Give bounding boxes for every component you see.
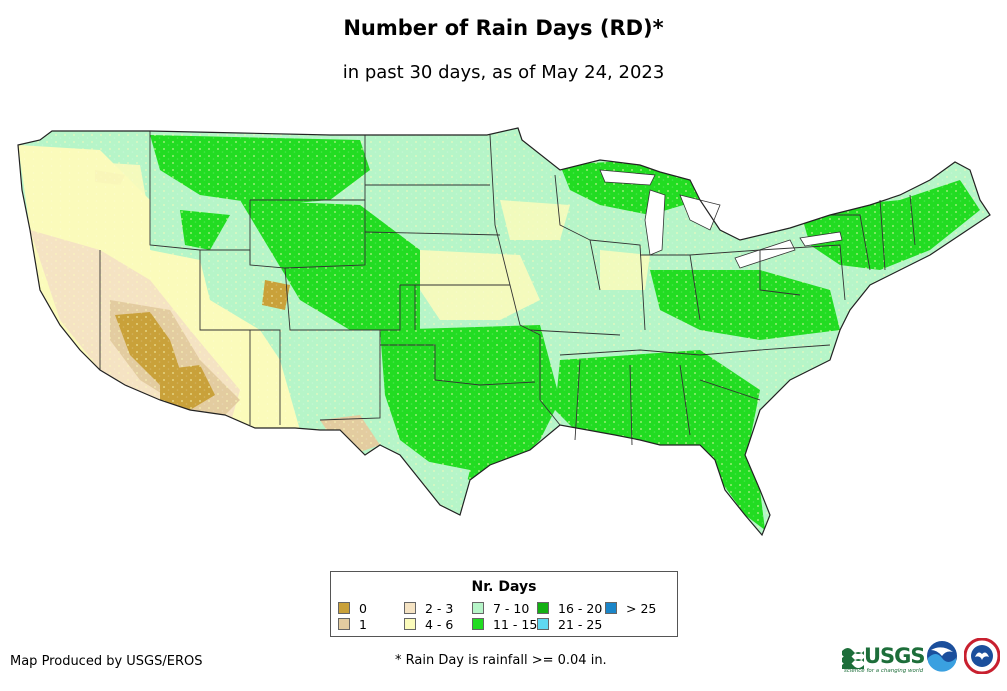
- legend-swatch: [605, 602, 617, 614]
- legend-swatch: [338, 618, 350, 630]
- legend-swatch: [404, 618, 416, 630]
- legend-swatch: [537, 618, 549, 630]
- legend-item-7: 21 - 25: [537, 616, 603, 632]
- map-title: Number of Rain Days (RD)*: [343, 16, 664, 40]
- map-credit: Map Produced by USGS/EROS: [10, 654, 203, 669]
- nws-logo-icon: [964, 638, 1000, 674]
- legend-swatch: [404, 602, 416, 614]
- rain-day-footnote: * Rain Day is rainfall >= 0.04 in.: [395, 653, 607, 668]
- legend-label: 7 - 10: [493, 600, 530, 616]
- agency-logos: USGS science for a changing world: [842, 638, 1002, 678]
- legend-item-4: 7 - 10: [472, 600, 530, 616]
- rain-days-map: [17, 127, 991, 536]
- legend-swatch: [338, 602, 350, 614]
- legend-label: 16 - 20: [558, 600, 603, 616]
- usgs-wordmark: USGS: [864, 644, 926, 668]
- legend-item-6: 16 - 20: [537, 600, 603, 616]
- usgs-logo: USGS science for a changing world: [842, 642, 926, 676]
- map-legend: Nr. Days 0 1 2 - 3 4 - 6 7 - 10 11 - 15 …: [330, 571, 678, 637]
- noaa-logo-icon: [927, 641, 957, 672]
- legend-item-2: 2 - 3: [404, 600, 454, 616]
- legend-swatch: [472, 602, 484, 614]
- legend-item-8: > 25: [605, 600, 657, 616]
- great-lakes: [599, 169, 843, 269]
- legend-item-5: 11 - 15: [472, 616, 538, 632]
- legend-item-3: 4 - 6: [404, 616, 454, 632]
- legend-label: 4 - 6: [425, 616, 454, 632]
- legend-label: 0: [359, 600, 367, 616]
- legend-label: 11 - 15: [493, 616, 538, 632]
- legend-label: 2 - 3: [425, 600, 454, 616]
- legend-swatch: [537, 602, 549, 614]
- legend-label: 1: [359, 616, 367, 632]
- legend-label: 21 - 25: [558, 616, 603, 632]
- usgs-wave-icon: [842, 648, 864, 669]
- legend-label: > 25: [626, 600, 657, 616]
- legend-item-0: 0: [338, 600, 367, 616]
- legend-item-1: 1: [338, 616, 367, 632]
- map-subtitle: in past 30 days, as of May 24, 2023: [342, 62, 665, 83]
- legend-title: Nr. Days: [471, 579, 537, 595]
- legend-swatch: [472, 618, 484, 630]
- state-borders: [99, 131, 916, 446]
- rain-days-raster: [18, 128, 990, 535]
- usgs-tagline: science for a changing world: [844, 668, 924, 674]
